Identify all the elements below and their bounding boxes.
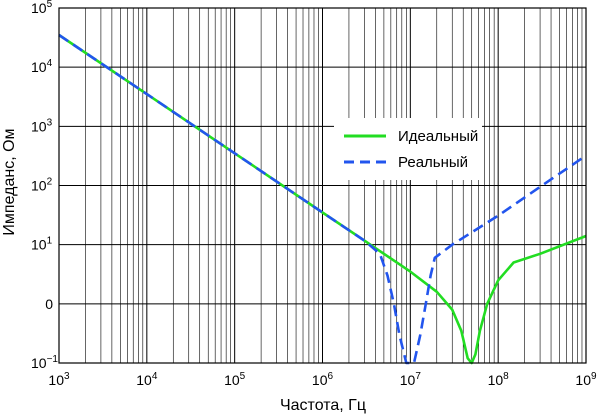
y-tick-label: 101 [31, 236, 53, 253]
x-tick-label: 104 [136, 371, 158, 388]
y-tick-label: 10−1 [31, 354, 58, 371]
y-tick-labels: 105 104 103 102 101 0 10−1 [31, 0, 58, 371]
x-tick-label: 105 [224, 371, 246, 388]
legend: Идеальный Реальный [334, 118, 482, 180]
x-tick-label: 106 [312, 371, 334, 388]
x-tick-label: 109 [575, 371, 597, 388]
x-tick-label: 103 [48, 371, 70, 388]
legend-box [334, 118, 482, 180]
y-tick-label: 102 [31, 177, 53, 194]
y-axis-title: Импеданс, Ом [1, 128, 18, 235]
x-tick-label: 107 [400, 371, 422, 388]
y-tick-label: 104 [31, 58, 53, 75]
legend-label-real: Реальный [398, 154, 468, 171]
legend-label-ideal: Идеальный [398, 128, 478, 145]
x-tick-labels: 103 104 105 106 107 108 109 [48, 371, 597, 388]
y-tick-label: 0 [45, 296, 53, 312]
series-line-ideal [58, 33, 587, 365]
y-tick-label: 103 [31, 117, 53, 134]
x-axis-title: Частота, Гц [280, 397, 366, 414]
x-tick-label: 108 [488, 371, 510, 388]
plot-frame [58, 7, 587, 364]
y-tick-label: 105 [31, 0, 53, 16]
